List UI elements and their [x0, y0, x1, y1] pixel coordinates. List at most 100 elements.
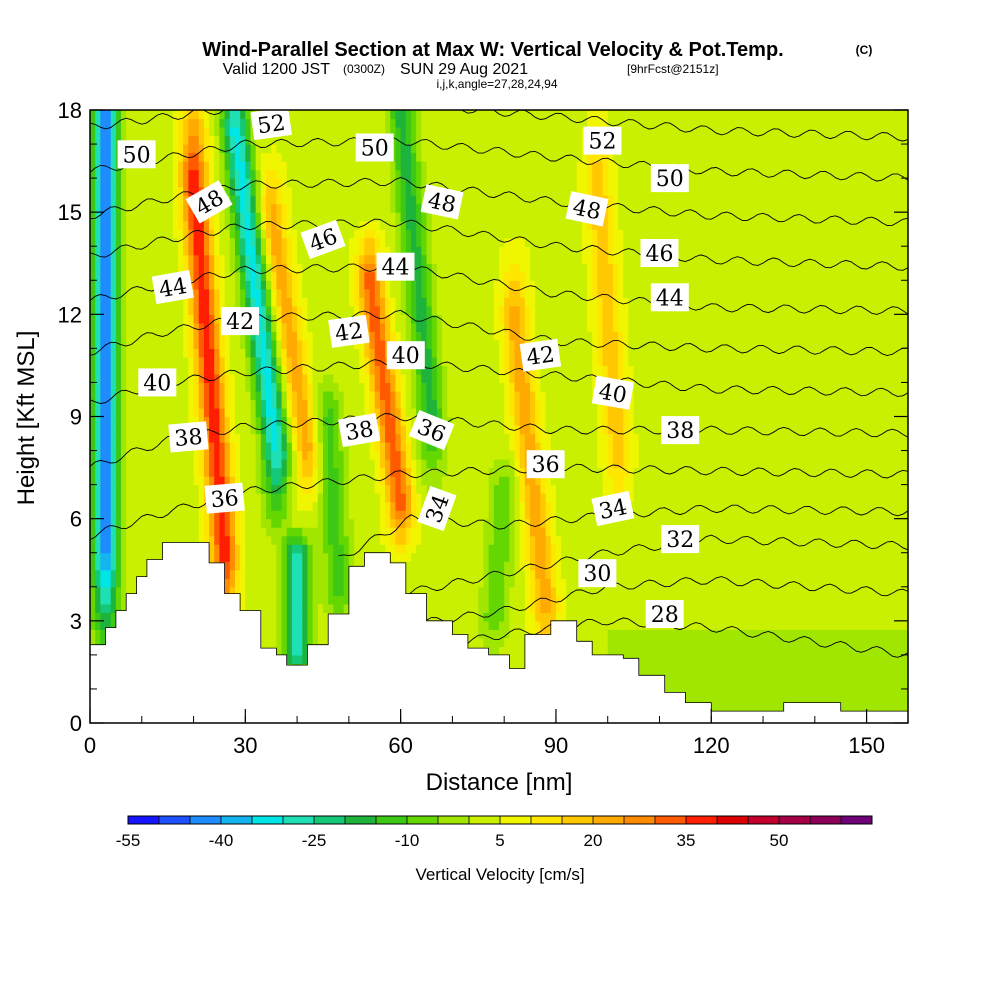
w-cell	[146, 186, 153, 196]
w-cell	[359, 552, 365, 562]
w-cell	[385, 467, 391, 477]
w-cell	[224, 144, 231, 154]
w-cell	[188, 373, 195, 384]
w-cell	[338, 212, 345, 222]
w-cell	[395, 178, 402, 188]
w-cell	[146, 118, 153, 128]
w-cell	[198, 527, 205, 537]
w-cell	[193, 331, 200, 341]
w-cell	[198, 356, 205, 367]
w-cell	[276, 237, 283, 247]
w-cell	[286, 144, 293, 154]
w-cell	[90, 476, 96, 486]
w-cell	[250, 390, 257, 401]
w-cell	[162, 399, 169, 409]
w-cell	[90, 229, 96, 239]
w-cell	[136, 195, 143, 205]
w-cell	[157, 416, 164, 426]
w-cell	[136, 510, 143, 520]
w-cell	[390, 493, 397, 503]
w-cell	[322, 203, 329, 213]
w-cell	[131, 569, 138, 579]
w-cell	[240, 425, 246, 435]
w-cell	[364, 186, 371, 196]
w-cell	[193, 407, 200, 418]
w-cell	[126, 501, 133, 511]
w-cell	[379, 373, 386, 384]
w-cell	[115, 110, 122, 120]
w-cell	[188, 220, 195, 230]
w-cell	[286, 161, 293, 171]
w-cell	[379, 518, 386, 528]
w-cell	[95, 186, 101, 196]
w-cell	[379, 527, 386, 537]
w-cell	[322, 161, 329, 171]
w-cell	[291, 629, 298, 639]
w-cell	[317, 271, 324, 281]
w-cell	[266, 254, 272, 264]
w-cell	[141, 407, 148, 418]
w-cell	[214, 237, 221, 247]
w-cell	[348, 271, 355, 281]
w-cell	[203, 118, 210, 128]
w-cell	[110, 569, 117, 579]
w-cell	[224, 552, 231, 562]
w-cell	[317, 118, 324, 128]
w-cell	[136, 331, 143, 341]
w-cell	[333, 407, 340, 418]
w-cell	[172, 314, 179, 324]
w-cell	[442, 348, 448, 358]
w-cell	[447, 603, 454, 613]
w-cell	[400, 135, 407, 145]
w-cell	[410, 476, 417, 486]
w-cell	[379, 433, 386, 443]
w-cell	[178, 501, 184, 511]
w-cell	[390, 314, 397, 324]
w-cell	[328, 339, 334, 349]
w-cell	[354, 178, 360, 188]
w-cell	[266, 373, 272, 384]
w-cell	[266, 620, 272, 630]
w-cell	[209, 305, 215, 315]
w-cell	[260, 195, 267, 205]
w-cell	[100, 476, 107, 486]
grid-indices: i,j,k,angle=27,28,24,94	[436, 77, 557, 91]
w-cell	[110, 161, 117, 171]
w-cell	[115, 399, 122, 409]
w-cell	[312, 467, 319, 477]
w-cell	[224, 288, 231, 298]
w-cell	[90, 399, 96, 409]
w-cell	[141, 442, 148, 452]
w-cell	[141, 416, 148, 426]
w-cell	[193, 535, 200, 545]
w-cell	[379, 203, 386, 213]
w-cell	[400, 280, 407, 290]
w-cell	[354, 407, 360, 418]
w-cell	[131, 220, 138, 230]
w-cell	[286, 305, 293, 315]
w-cell	[338, 390, 345, 401]
w-cell	[234, 135, 241, 145]
w-cell	[110, 271, 117, 281]
w-cell	[359, 212, 365, 222]
w-cell	[126, 212, 133, 222]
w-cell	[203, 399, 210, 409]
w-cell	[405, 433, 412, 443]
w-cell	[416, 501, 422, 511]
w-cell	[416, 450, 422, 460]
w-cell	[100, 288, 107, 298]
w-cell	[426, 356, 433, 367]
w-cell	[333, 246, 340, 256]
w-cell	[302, 476, 309, 486]
w-cell	[317, 552, 324, 562]
w-cell	[131, 212, 138, 222]
w-cell	[271, 467, 277, 477]
w-cell	[209, 382, 215, 392]
w-cell	[183, 476, 189, 486]
w-cell	[178, 254, 184, 264]
w-cell	[317, 450, 324, 460]
w-cell	[203, 220, 210, 230]
w-cell	[167, 254, 174, 264]
w-cell	[338, 544, 345, 554]
w-cell	[426, 459, 433, 469]
